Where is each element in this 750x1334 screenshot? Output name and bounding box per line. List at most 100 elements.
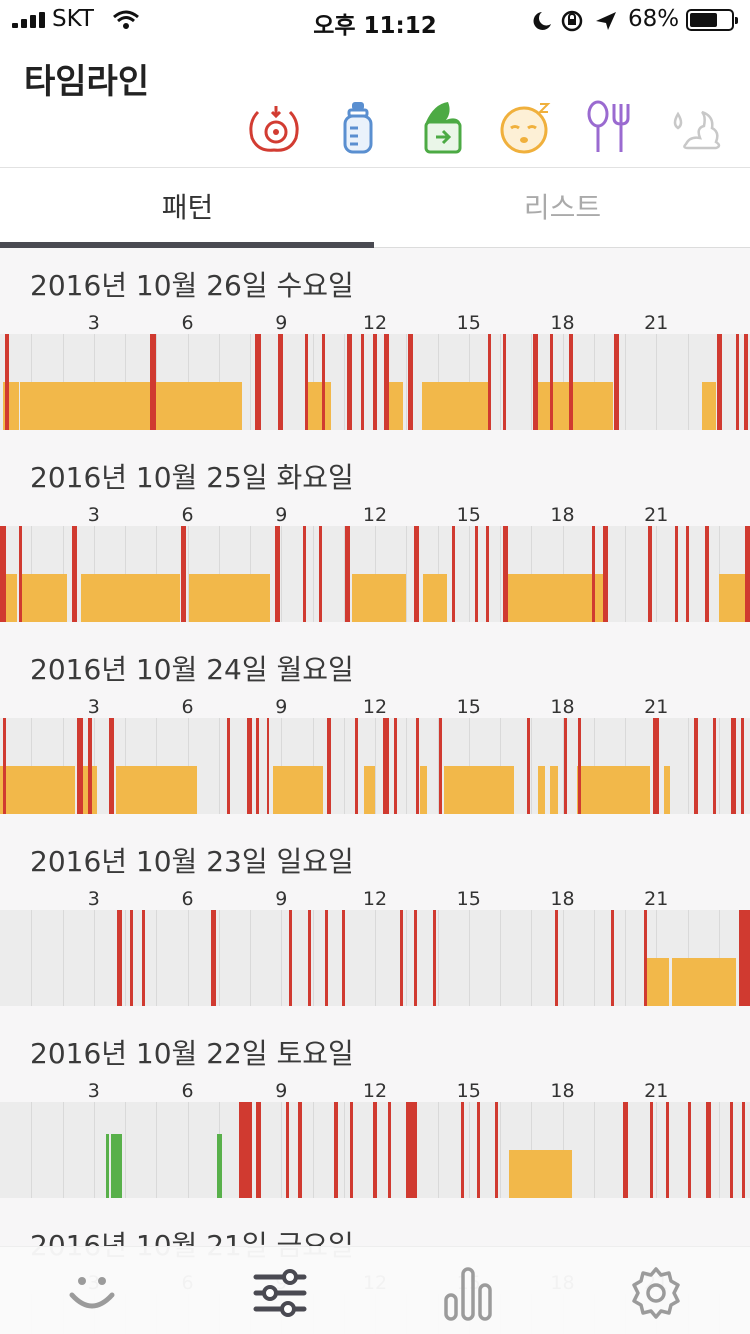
feed-segment[interactable]: [406, 1102, 418, 1198]
feed-segment[interactable]: [278, 334, 283, 430]
feed-segment[interactable]: [432, 910, 436, 1006]
feed-segment[interactable]: [568, 334, 574, 430]
day-row[interactable]: 2016년 10월 24일 월요일 3 6 9 12 15 18 21: [0, 632, 750, 824]
feed-segment[interactable]: [648, 526, 652, 622]
breastfeed-icon[interactable]: [244, 100, 304, 156]
feed-segment[interactable]: [226, 718, 230, 814]
sleep-segment[interactable]: [306, 382, 332, 430]
feed-segment[interactable]: [393, 718, 397, 814]
bottle-icon[interactable]: [328, 100, 388, 156]
sleep-segment[interactable]: [420, 766, 427, 814]
feed-segment[interactable]: [275, 526, 280, 622]
feed-segment[interactable]: [610, 910, 615, 1006]
feed-segment[interactable]: [487, 334, 491, 430]
day-timeline-track[interactable]: [0, 334, 750, 430]
day-timeline-track[interactable]: [0, 526, 750, 622]
feed-segment[interactable]: [693, 718, 699, 814]
feed-segment[interactable]: [150, 334, 157, 430]
feed-segment[interactable]: [87, 718, 93, 814]
feed-segment[interactable]: [5, 334, 10, 430]
feed-segment[interactable]: [623, 1102, 629, 1198]
feed-segment[interactable]: [71, 526, 77, 622]
feed-segment[interactable]: [109, 718, 115, 814]
feed-segment[interactable]: [687, 1102, 691, 1198]
feed-segment[interactable]: [503, 334, 507, 430]
sleep-segment[interactable]: [6, 574, 18, 622]
sleep-segment[interactable]: [81, 574, 180, 622]
feed-segment[interactable]: [76, 718, 83, 814]
sliders-icon[interactable]: [250, 1265, 310, 1321]
feed-segment[interactable]: [350, 1102, 354, 1198]
sleep-segment[interactable]: [664, 766, 671, 814]
feed-segment[interactable]: [384, 334, 390, 430]
sleep-segment[interactable]: [384, 382, 404, 430]
day-row[interactable]: 2016년 10월 22일 토요일 3 6 9 12 15 18 21: [0, 1016, 750, 1208]
feed-segment[interactable]: [735, 334, 740, 430]
feed-segment[interactable]: [554, 910, 558, 1006]
feed-segment[interactable]: [414, 910, 418, 1006]
feed-segment[interactable]: [246, 718, 252, 814]
pump-segment[interactable]: [110, 1134, 122, 1198]
feed-segment[interactable]: [603, 526, 608, 622]
sleep-segment[interactable]: [701, 382, 716, 430]
feed-segment[interactable]: [298, 1102, 302, 1198]
feed-segment[interactable]: [729, 1102, 733, 1198]
feed-segment[interactable]: [129, 910, 133, 1006]
feed-segment[interactable]: [345, 526, 350, 622]
sleep-segment[interactable]: [550, 766, 558, 814]
feed-segment[interactable]: [254, 334, 261, 430]
feed-segment[interactable]: [354, 718, 358, 814]
feed-segment[interactable]: [3, 718, 7, 814]
sleep-segment[interactable]: [189, 574, 271, 622]
feed-segment[interactable]: [289, 910, 293, 1006]
feed-segment[interactable]: [267, 718, 270, 814]
feed-segment[interactable]: [334, 1102, 338, 1198]
sleep-segment[interactable]: [351, 574, 407, 622]
spoon-fork-icon[interactable]: [580, 100, 640, 156]
feed-segment[interactable]: [210, 910, 216, 1006]
feed-segment[interactable]: [382, 718, 390, 814]
feed-segment[interactable]: [346, 334, 352, 430]
feed-segment[interactable]: [326, 718, 332, 814]
sleep-segment[interactable]: [643, 958, 669, 1006]
sleep-segment[interactable]: [20, 382, 150, 430]
feed-segment[interactable]: [643, 910, 647, 1006]
feed-segment[interactable]: [717, 334, 722, 430]
sleep-segment[interactable]: [115, 766, 197, 814]
sleep-segment[interactable]: [509, 1150, 572, 1198]
feed-segment[interactable]: [239, 1102, 252, 1198]
feed-segment[interactable]: [439, 718, 443, 814]
sleep-segment[interactable]: [671, 958, 736, 1006]
pump-icon[interactable]: [412, 100, 472, 156]
tab-pattern[interactable]: 패턴: [161, 191, 214, 224]
feed-segment[interactable]: [739, 910, 750, 1006]
feed-segment[interactable]: [0, 526, 7, 622]
feed-segment[interactable]: [745, 526, 750, 622]
day-row[interactable]: 2016년 10월 23일 일요일 3 6 9 12 15 18 21: [0, 824, 750, 1016]
pump-segment[interactable]: [106, 1134, 110, 1198]
feed-segment[interactable]: [614, 334, 619, 430]
feed-segment[interactable]: [592, 526, 596, 622]
feed-segment[interactable]: [400, 910, 404, 1006]
feed-segment[interactable]: [740, 718, 744, 814]
feed-segment[interactable]: [415, 718, 419, 814]
feed-segment[interactable]: [476, 1102, 480, 1198]
feed-segment[interactable]: [532, 334, 538, 430]
tab-list[interactable]: 리스트: [523, 191, 602, 224]
feed-segment[interactable]: [503, 526, 508, 622]
feed-segment[interactable]: [550, 334, 554, 430]
bar-chart-icon[interactable]: [438, 1265, 498, 1321]
feed-segment[interactable]: [117, 910, 122, 1006]
home-smile-icon[interactable]: [62, 1265, 122, 1321]
sleep-segment[interactable]: [364, 766, 375, 814]
feed-segment[interactable]: [321, 334, 325, 430]
settings-gear-icon[interactable]: [626, 1265, 686, 1321]
feed-segment[interactable]: [373, 1102, 377, 1198]
sleep-segment[interactable]: [537, 766, 546, 814]
feed-segment[interactable]: [18, 526, 22, 622]
feed-segment[interactable]: [285, 1102, 290, 1198]
feed-segment[interactable]: [526, 718, 530, 814]
pump-segment[interactable]: [217, 1134, 222, 1198]
feed-segment[interactable]: [665, 1102, 669, 1198]
sleep-segment[interactable]: [718, 574, 750, 622]
